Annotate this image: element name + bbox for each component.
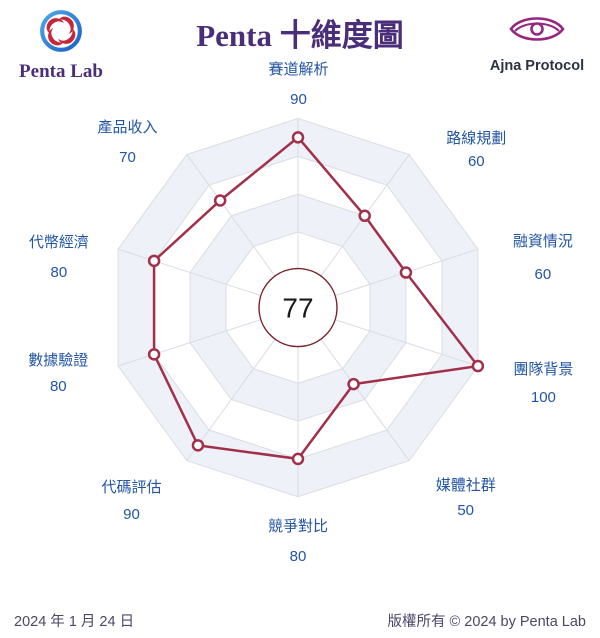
svg-text:融資情況: 融資情況 bbox=[513, 233, 573, 250]
svg-text:100: 100 bbox=[531, 389, 556, 406]
svg-text:代幣經濟: 代幣經濟 bbox=[29, 234, 89, 251]
svg-text:60: 60 bbox=[535, 266, 552, 283]
svg-text:代碼評估: 代碼評估 bbox=[101, 479, 161, 496]
svg-text:產品收入: 產品收入 bbox=[97, 119, 157, 136]
svg-text:60: 60 bbox=[468, 153, 485, 170]
svg-text:70: 70 bbox=[119, 149, 136, 166]
svg-text:50: 50 bbox=[457, 502, 474, 519]
svg-text:數據驗證: 數據驗證 bbox=[28, 352, 88, 369]
svg-text:路線規劃: 路線規劃 bbox=[446, 130, 506, 147]
svg-text:團隊背景: 團隊背景 bbox=[513, 361, 573, 378]
svg-text:90: 90 bbox=[290, 91, 307, 108]
svg-text:80: 80 bbox=[50, 378, 67, 395]
svg-text:90: 90 bbox=[123, 506, 140, 523]
svg-text:媒體社群: 媒體社群 bbox=[436, 477, 496, 494]
svg-text:77: 77 bbox=[282, 293, 313, 324]
svg-text:80: 80 bbox=[51, 264, 68, 281]
svg-text:賽道解析: 賽道解析 bbox=[268, 61, 328, 78]
svg-text:競爭對比: 競爭對比 bbox=[268, 518, 328, 535]
svg-text:80: 80 bbox=[290, 548, 307, 565]
